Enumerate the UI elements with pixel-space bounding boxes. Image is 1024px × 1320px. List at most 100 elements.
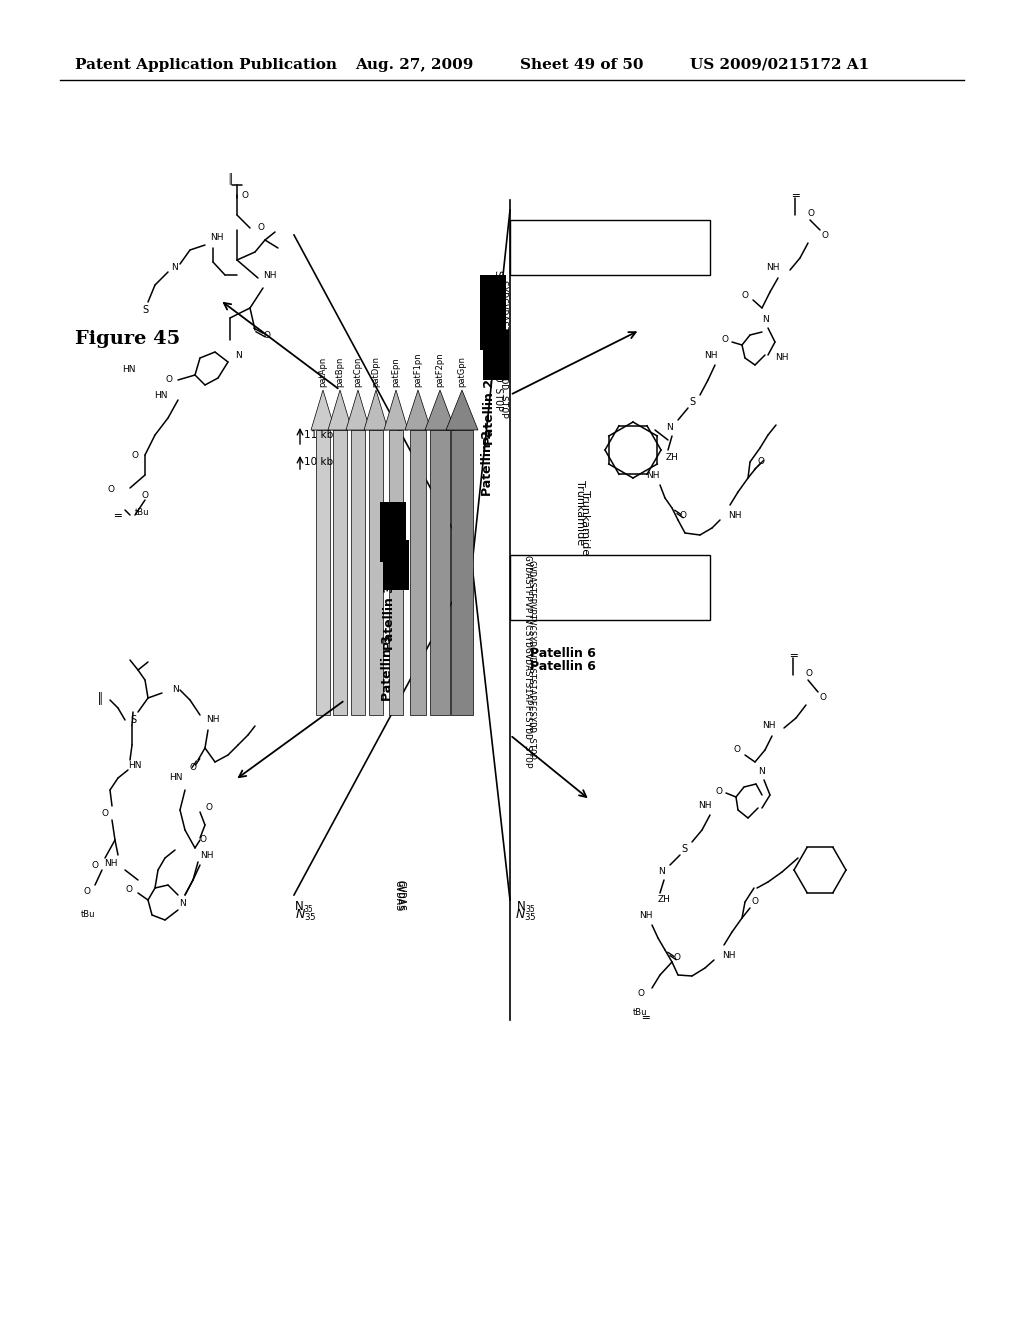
Text: O: O xyxy=(91,862,98,870)
Text: patGpn: patGpn xyxy=(458,356,467,387)
Text: ZH: ZH xyxy=(666,454,679,462)
Text: O: O xyxy=(715,787,722,796)
Polygon shape xyxy=(406,389,431,430)
Text: N: N xyxy=(234,351,242,359)
Text: NH: NH xyxy=(200,850,213,859)
Text: NH: NH xyxy=(728,511,741,520)
Text: tBu: tBu xyxy=(81,909,95,919)
Text: HN: HN xyxy=(123,366,136,375)
Text: Patent Application Publication: Patent Application Publication xyxy=(75,58,337,73)
Bar xyxy=(316,430,330,715)
Bar xyxy=(483,330,509,380)
Bar xyxy=(351,430,365,715)
Text: 11 kb: 11 kb xyxy=(304,430,333,440)
Text: O: O xyxy=(131,450,138,459)
Text: HN: HN xyxy=(170,774,183,783)
Bar xyxy=(430,430,450,715)
Text: ═: ═ xyxy=(642,1012,648,1022)
Bar xyxy=(451,430,473,715)
Polygon shape xyxy=(364,389,388,430)
Text: O: O xyxy=(101,808,108,817)
Text: S: S xyxy=(130,715,136,725)
Text: O: O xyxy=(125,886,132,895)
Text: O: O xyxy=(808,209,815,218)
Text: O: O xyxy=(166,375,173,384)
Text: O: O xyxy=(820,693,827,701)
Text: O: O xyxy=(638,989,645,998)
Text: O: O xyxy=(822,231,829,239)
Text: Sheet 49 of 50: Sheet 49 of 50 xyxy=(520,58,643,73)
Text: O: O xyxy=(205,804,212,813)
Text: S: S xyxy=(142,305,148,315)
Text: patApn: patApn xyxy=(318,356,328,387)
Text: 35: 35 xyxy=(303,906,312,913)
Text: O: O xyxy=(741,292,748,301)
Bar xyxy=(383,540,409,590)
Text: ║: ║ xyxy=(227,172,232,183)
Text: O: O xyxy=(141,491,148,499)
Text: O: O xyxy=(758,458,765,466)
Polygon shape xyxy=(446,389,478,430)
Text: O: O xyxy=(242,190,249,199)
Text: ═: ═ xyxy=(115,510,122,520)
Text: tBu: tBu xyxy=(135,508,150,517)
Text: Patellin 2: Patellin 2 xyxy=(483,379,496,445)
Text: NH: NH xyxy=(705,351,718,359)
Polygon shape xyxy=(328,389,352,430)
Text: US 2009/0215172 A1: US 2009/0215172 A1 xyxy=(690,58,869,73)
Bar xyxy=(380,502,406,562)
Text: N: N xyxy=(178,899,185,908)
Text: Patellin 3: Patellin 3 xyxy=(383,585,396,649)
Text: O: O xyxy=(806,668,813,677)
Text: O: O xyxy=(263,330,270,339)
Polygon shape xyxy=(346,389,370,430)
Text: O: O xyxy=(189,763,196,772)
Polygon shape xyxy=(384,389,408,430)
Text: $N_{35}$: $N_{35}$ xyxy=(295,908,316,923)
Text: GVDAS: GVDAS xyxy=(395,880,406,911)
Text: NH: NH xyxy=(104,858,118,867)
Text: NH: NH xyxy=(775,354,788,363)
Text: patBpn: patBpn xyxy=(336,356,344,387)
Text: O: O xyxy=(83,887,90,896)
Text: O: O xyxy=(673,953,680,961)
Text: patEpn: patEpn xyxy=(391,358,400,387)
Text: NH: NH xyxy=(763,722,776,730)
Text: N: N xyxy=(658,867,665,876)
Text: O: O xyxy=(733,746,740,755)
Text: ║: ║ xyxy=(96,692,103,705)
Bar xyxy=(510,220,710,275)
Text: NH: NH xyxy=(767,264,780,272)
Text: tBu: tBu xyxy=(633,1008,647,1016)
Text: NH: NH xyxy=(206,715,219,725)
Text: patDpn: patDpn xyxy=(372,356,381,387)
Text: NH: NH xyxy=(722,950,735,960)
Text: Patellin 3: Patellin 3 xyxy=(381,635,394,701)
Text: Patellin 6: Patellin 6 xyxy=(530,647,596,660)
Bar xyxy=(333,430,347,715)
Text: N: N xyxy=(172,685,179,694)
Text: N: N xyxy=(172,264,178,272)
Text: NH: NH xyxy=(640,912,653,920)
Text: NH: NH xyxy=(698,801,712,810)
Text: O: O xyxy=(721,335,728,345)
Text: patCpn: patCpn xyxy=(353,356,362,387)
Text: N: N xyxy=(295,900,304,913)
Text: GVDAS: GVDAS xyxy=(393,880,403,911)
Text: NH: NH xyxy=(263,271,276,280)
Text: Patellin 6: Patellin 6 xyxy=(530,660,596,673)
Text: N: N xyxy=(667,422,673,432)
Text: NH: NH xyxy=(646,470,660,479)
Text: HN: HN xyxy=(128,762,141,770)
Text: O: O xyxy=(680,511,687,520)
Text: 10 kb: 10 kb xyxy=(304,457,333,467)
Text: HN: HN xyxy=(155,391,168,400)
Text: O: O xyxy=(108,486,115,495)
Bar xyxy=(369,430,383,715)
Text: SYDGVDASTSIAPFCSYDD STOP: SYDGVDASTSIAPFCSYDD STOP xyxy=(493,271,503,411)
Bar xyxy=(510,554,710,620)
Text: Aug. 27, 2009: Aug. 27, 2009 xyxy=(355,58,473,73)
Text: ZH: ZH xyxy=(658,895,671,904)
Text: N: N xyxy=(758,767,765,776)
Bar xyxy=(410,430,426,715)
